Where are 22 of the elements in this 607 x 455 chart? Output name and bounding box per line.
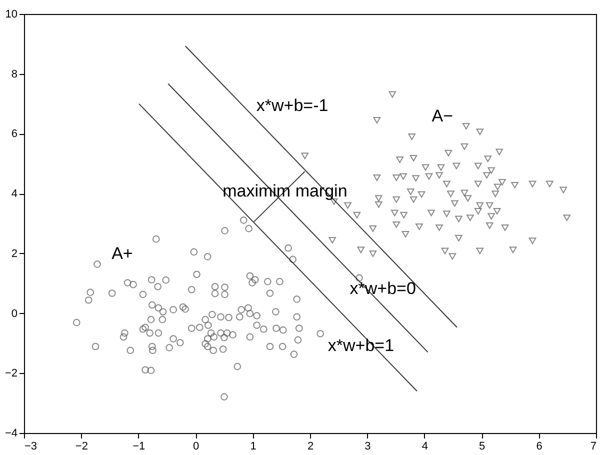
y-tick-label: 8 bbox=[11, 68, 18, 80]
series-label: A− bbox=[432, 106, 454, 126]
x-tick-label: −2 bbox=[75, 440, 88, 452]
series-label: x*w+b=-1 bbox=[256, 96, 328, 116]
x-tick-label: −3 bbox=[24, 440, 38, 452]
x-tick-label: 2 bbox=[307, 440, 314, 452]
y-tick-label: 0 bbox=[11, 308, 18, 320]
x-tick-label: 1 bbox=[250, 440, 256, 452]
x-tick-label: −1 bbox=[132, 440, 146, 452]
y-tick-label: 2 bbox=[11, 248, 18, 260]
x-tick-label: 6 bbox=[536, 440, 542, 452]
y-tick-label: −2 bbox=[4, 368, 18, 380]
y-tick-label: 10 bbox=[5, 8, 18, 20]
y-tick-label: 6 bbox=[11, 128, 18, 140]
y-tick-label: −4 bbox=[4, 428, 18, 440]
x-tick-label: 4 bbox=[422, 440, 428, 452]
y-tick-label: 4 bbox=[11, 188, 18, 200]
x-tick-label: 3 bbox=[364, 440, 371, 452]
series-label: A+ bbox=[112, 244, 133, 264]
x-tick-label: 7 bbox=[590, 440, 596, 452]
x-tick-label: 5 bbox=[479, 440, 486, 452]
x-tick-label: 0 bbox=[193, 440, 200, 452]
